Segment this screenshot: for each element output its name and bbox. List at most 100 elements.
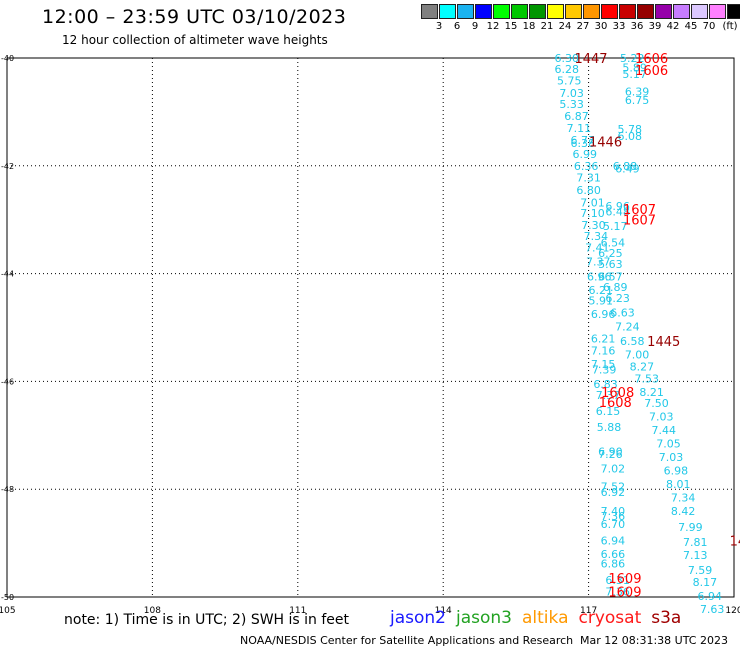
x-tick-label: 120 — [725, 606, 740, 616]
legend-swatch — [439, 4, 456, 19]
wave-height-label: 6.58 — [620, 335, 645, 348]
x-tick-label: 114 — [435, 606, 452, 616]
legend-color-bar — [421, 4, 740, 19]
legend-swatch — [547, 4, 564, 19]
wave-height-label: 5.88 — [597, 421, 622, 434]
legend-tick-label: 15 — [504, 21, 518, 32]
wave-height-label: 5.17 — [603, 220, 628, 233]
wave-height-label: 7.50 — [644, 397, 669, 410]
map-frame — [6, 57, 735, 598]
wave-height-label: 6.98 — [664, 464, 689, 477]
x-tick-label: 117 — [580, 606, 597, 616]
wave-height-label: 7.59 — [688, 564, 713, 577]
wave-height-label: 7.13 — [683, 549, 708, 562]
legend-swatch — [565, 4, 582, 19]
legend-swatch — [475, 4, 492, 19]
wave-height-label: 7.02 — [601, 463, 626, 476]
legend-swatch — [619, 4, 636, 19]
y-tick-label: -44 — [1, 270, 14, 279]
wave-height-label: 6.70 — [601, 518, 626, 531]
wave-height-label: 8.01 — [666, 478, 691, 491]
wave-height-label: 6.94 — [698, 590, 723, 603]
wave-height-label: 7.37 — [596, 389, 621, 402]
legend-tick-label: 9 — [471, 21, 479, 32]
legend-swatch — [601, 4, 618, 19]
legend-tick-label: 21 — [540, 21, 554, 32]
axis-tick-labels: 105 108 111 114 117 120 -40 -42 -44 -46 -48 -50 — [0, 54, 740, 616]
y-tick-label: -42 — [1, 162, 14, 171]
pass-time-label: 1446 — [589, 136, 622, 151]
x-tick-label: 105 — [0, 606, 16, 616]
wave-height-label: 7.63 — [700, 603, 725, 616]
wave-height-label: 6.28 — [555, 63, 580, 76]
wave-height-label: 7.39 — [592, 364, 617, 377]
x-tick-label: 111 — [289, 606, 306, 616]
wave-height-label: 7.34 — [584, 230, 609, 243]
legend-tick-label: 24 — [558, 21, 572, 32]
legend-swatch — [709, 4, 726, 19]
wave-height-label: 6.36 — [574, 160, 599, 173]
legend-tick-label: 70 — [702, 21, 716, 32]
wave-height-label: 6.99 — [572, 148, 597, 161]
wave-height-label: 6.15 — [596, 405, 621, 418]
legend-swatch — [421, 4, 438, 19]
wave-height-label: 7.24 — [615, 320, 640, 333]
y-tick-label: -46 — [1, 377, 14, 386]
wave-height-label: 5.33 — [559, 98, 584, 111]
pass-time-label: 1606 — [635, 64, 668, 79]
satellite-jason2: jason2 — [390, 608, 446, 628]
y-tick-label: -50 — [1, 593, 14, 602]
satellite-legend: jason2 jason3 altika cryosat s3a — [390, 608, 691, 628]
wave-height-label: 6.96 — [591, 308, 616, 321]
legend-swatch — [655, 4, 672, 19]
wave-height-label: 5.75 — [557, 75, 582, 88]
wave-height-label: 6.89 — [603, 281, 628, 294]
wave-height-label: 7.15 — [591, 358, 616, 371]
color-legend: 3 6 9 12 15 18 21 24 27 30 33 36 39 42 45 70 (ft) — [421, 4, 740, 33]
wave-height-label: 5.22 — [620, 52, 645, 65]
legend-swatch — [691, 4, 708, 19]
wave-height-label: 8.42 — [671, 505, 696, 518]
wave-height-label: 6.21 — [588, 284, 613, 297]
wave-height-label: 7.36 — [605, 586, 630, 599]
wave-height-label: 7.16 — [591, 345, 616, 358]
legend-swatch — [673, 4, 690, 19]
wave-height-label: 6.96 — [605, 200, 630, 213]
wave-height-label: 7.44 — [651, 424, 676, 437]
wave-height-label: 5.78 — [618, 123, 643, 136]
footer-note: note: 1) Time is in UTC; 2) SWH is in fe… — [64, 612, 350, 628]
wave-height-label: 7.30 — [581, 219, 606, 232]
wave-height-label: 7.03 — [649, 410, 674, 423]
wave-height-label: 7.11 — [567, 122, 592, 135]
legend-swatch — [457, 4, 474, 19]
wave-height-label: 6.57 — [598, 270, 623, 283]
legend-swatch — [511, 4, 528, 19]
pass-time-label: 1608 — [599, 396, 632, 411]
wave-height-label: 7.40 — [601, 505, 626, 518]
wave-height-label: 6.49 — [615, 162, 640, 175]
legend-swatch — [727, 4, 740, 19]
satellite-s3a: s3a — [651, 608, 682, 628]
pass-time-label: 1606 — [635, 52, 668, 67]
legend-tick-label: 33 — [612, 21, 626, 32]
wave-height-label: 7.36 — [601, 510, 626, 523]
legend-swatch — [529, 4, 546, 19]
wave-height-label: 7.53 — [635, 373, 660, 386]
legend-swatch — [583, 4, 600, 19]
satellite-jason3: jason3 — [456, 608, 512, 628]
wave-height-label: 6.25 — [598, 247, 623, 260]
y-tick-label: -48 — [1, 485, 14, 494]
credit-line: NOAA/NESDIS Center for Satellite Applica… — [240, 634, 574, 647]
wave-height-label: 5.17 — [622, 68, 647, 81]
pass-time-label: 1447 — [574, 52, 607, 67]
legend-swatch — [637, 4, 654, 19]
pass-time-label: 1609 — [608, 572, 641, 587]
wave-height-label: 7.37 — [586, 256, 611, 269]
wave-height-label: 6.08 — [618, 130, 643, 143]
legend-tick-label: 39 — [648, 21, 662, 32]
legend-tick-label: 3 — [435, 21, 443, 32]
pass-time-label: 1607 — [623, 203, 656, 218]
wave-height-label: 6.23 — [605, 292, 630, 305]
wave-height-label: 7.31 — [576, 172, 601, 185]
